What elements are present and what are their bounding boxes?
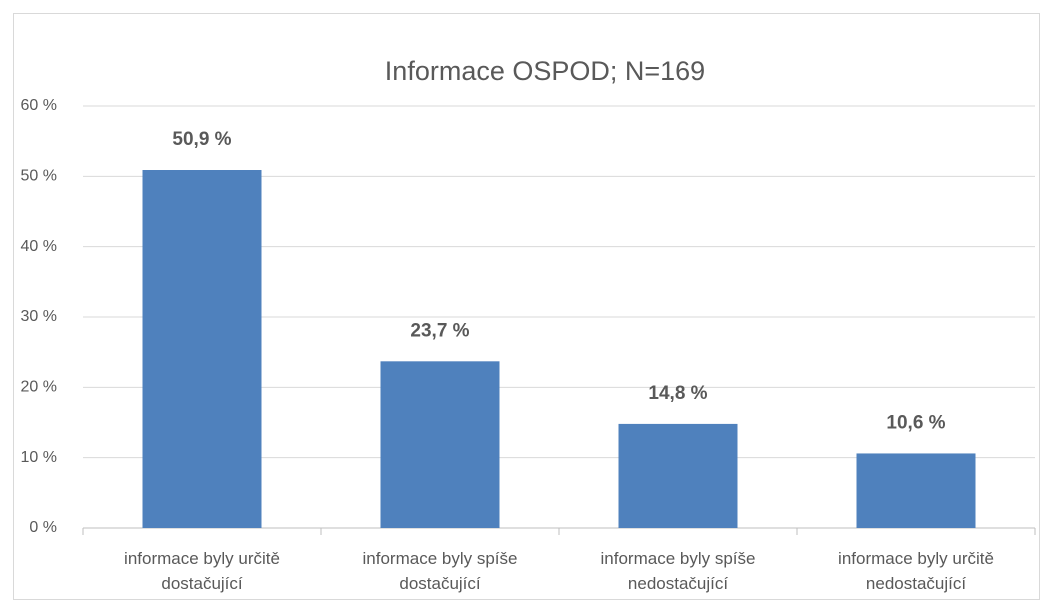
x-tick-label: informace byly určitě dostačující bbox=[124, 549, 280, 593]
y-tick-label: 30 % bbox=[21, 308, 57, 325]
bar bbox=[380, 361, 500, 528]
bar bbox=[856, 453, 976, 528]
x-tick-label: informace byly spíše nedostačující bbox=[600, 549, 756, 593]
data-label: 10,6 % bbox=[886, 412, 945, 433]
x-tick-label: informace byly určitě nedostačující bbox=[838, 549, 994, 593]
y-tick-label: 40 % bbox=[21, 238, 57, 255]
x-tick-label: informace byly spíše dostačující bbox=[362, 549, 518, 593]
y-tick-label: 20 % bbox=[21, 379, 57, 396]
data-label: 50,9 % bbox=[172, 129, 231, 150]
data-label: 23,7 % bbox=[410, 320, 469, 341]
y-tick-label: 10 % bbox=[21, 449, 57, 466]
chart-title: Informace OSPOD; N=169 bbox=[385, 56, 705, 86]
y-tick-label: 0 % bbox=[29, 519, 57, 536]
bar bbox=[142, 170, 262, 528]
y-tick-label: 50 % bbox=[21, 168, 57, 185]
data-label: 14,8 % bbox=[648, 383, 707, 404]
bar bbox=[618, 423, 738, 528]
y-tick-label: 60 % bbox=[21, 97, 57, 114]
